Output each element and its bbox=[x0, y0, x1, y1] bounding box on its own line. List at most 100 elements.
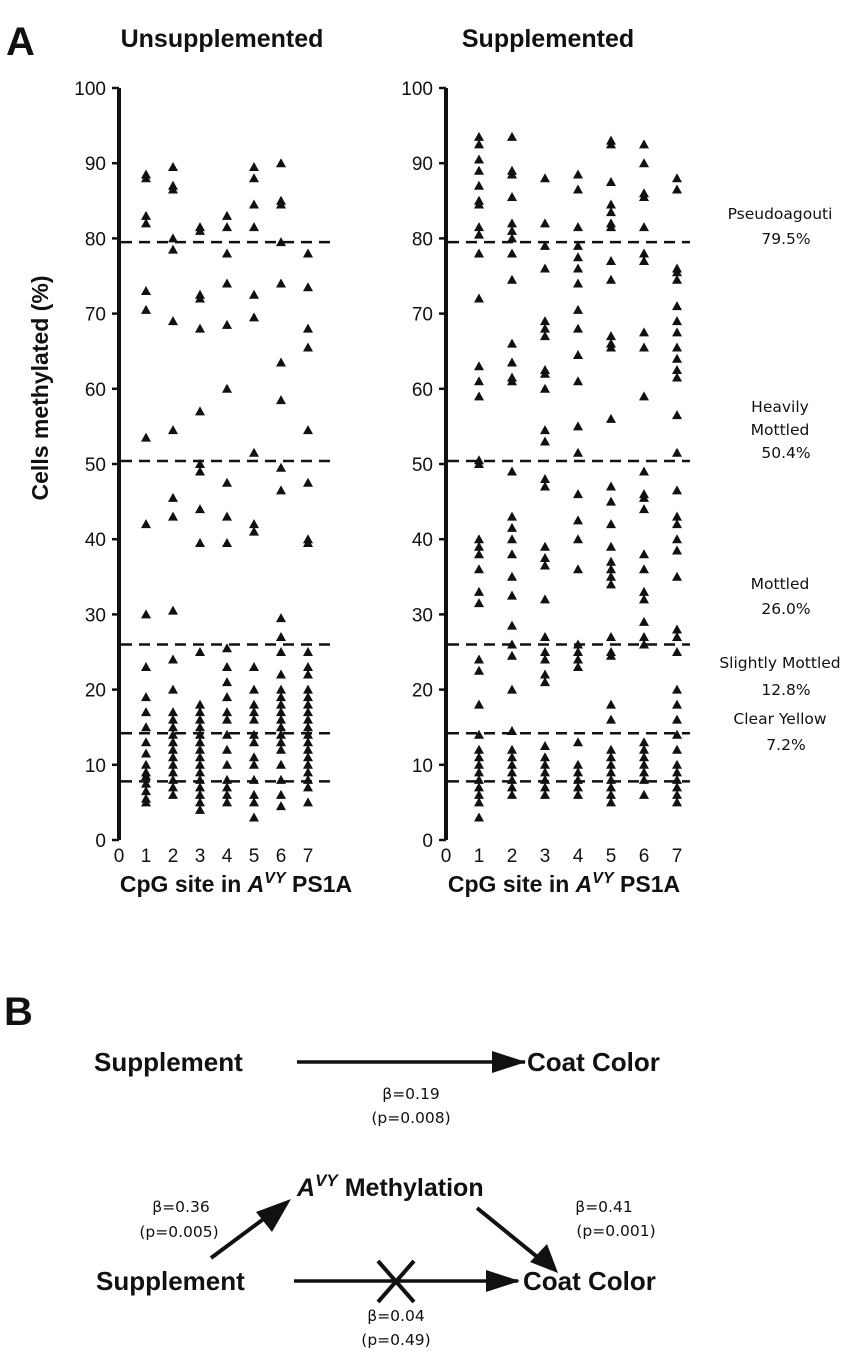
data-point bbox=[573, 654, 583, 664]
data-point bbox=[276, 714, 286, 724]
left-x-tick-label: 4 bbox=[222, 846, 233, 867]
data-point bbox=[507, 571, 517, 581]
data-point bbox=[168, 244, 178, 254]
data-point bbox=[222, 782, 232, 792]
diagram-mediation: AVY Methylation β=0.36 (p=0.005) β=0.41 … bbox=[96, 1171, 656, 1349]
data-point bbox=[573, 304, 583, 314]
data-point bbox=[507, 466, 517, 476]
data-point bbox=[474, 229, 484, 239]
threshold-name: Clear Yellow bbox=[733, 710, 827, 728]
data-point bbox=[672, 511, 682, 521]
data-point bbox=[573, 759, 583, 769]
right-x-tick-label: 6 bbox=[639, 846, 650, 867]
data-point bbox=[303, 797, 313, 807]
data-point bbox=[507, 789, 517, 799]
data-point bbox=[639, 789, 649, 799]
data-point bbox=[507, 767, 517, 777]
data-point bbox=[639, 744, 649, 754]
top-p: (p=0.008) bbox=[371, 1109, 450, 1127]
data-point bbox=[672, 545, 682, 555]
threshold-name: Slightly Mottled bbox=[719, 654, 840, 672]
data-point bbox=[276, 789, 286, 799]
data-point bbox=[606, 342, 616, 352]
left-y-tick-label: 90 bbox=[85, 154, 106, 175]
data-point bbox=[606, 481, 616, 491]
data-point bbox=[222, 797, 232, 807]
data-point bbox=[507, 376, 517, 386]
data-point bbox=[606, 714, 616, 724]
data-point bbox=[249, 199, 259, 209]
data-point bbox=[276, 707, 286, 717]
threshold-lines bbox=[121, 240, 690, 783]
right-y-tick-label: 0 bbox=[422, 831, 433, 852]
data-point bbox=[606, 541, 616, 551]
data-point bbox=[474, 782, 484, 792]
data-point bbox=[195, 537, 205, 547]
data-point bbox=[507, 590, 517, 600]
data-point bbox=[141, 218, 151, 228]
data-point bbox=[303, 477, 313, 487]
data-point bbox=[507, 759, 517, 769]
data-point bbox=[573, 489, 583, 499]
top-arrow-head bbox=[492, 1051, 526, 1073]
data-point bbox=[249, 759, 259, 769]
data-point bbox=[195, 504, 205, 514]
data-point bbox=[672, 267, 682, 277]
data-point bbox=[540, 631, 550, 641]
data-point bbox=[606, 797, 616, 807]
data-point bbox=[303, 647, 313, 656]
data-point bbox=[573, 278, 583, 288]
data-point bbox=[507, 522, 517, 532]
data-point bbox=[249, 289, 259, 299]
data-point bbox=[276, 647, 286, 656]
threshold-value: 26.0% bbox=[761, 600, 810, 618]
data-point bbox=[222, 210, 232, 220]
data-point bbox=[276, 237, 286, 247]
data-point bbox=[168, 707, 178, 717]
data-point bbox=[195, 707, 205, 717]
data-point bbox=[249, 707, 259, 717]
data-point bbox=[507, 744, 517, 754]
data-point bbox=[276, 631, 286, 641]
data-point bbox=[639, 466, 649, 476]
data-point bbox=[474, 797, 484, 807]
data-point bbox=[276, 759, 286, 769]
data-point bbox=[540, 425, 550, 435]
data-point bbox=[168, 722, 178, 732]
path-b-arrow bbox=[475, 1206, 548, 1266]
threshold-name: Mottled bbox=[751, 421, 810, 439]
data-point bbox=[573, 447, 583, 457]
data-point bbox=[672, 410, 682, 420]
data-point bbox=[303, 323, 313, 333]
data-point bbox=[474, 654, 484, 664]
data-point bbox=[195, 222, 205, 232]
data-point bbox=[606, 519, 616, 529]
data-point bbox=[195, 459, 205, 468]
data-point bbox=[195, 744, 205, 754]
data-point bbox=[507, 752, 517, 762]
data-point bbox=[168, 744, 178, 754]
data-point bbox=[303, 669, 313, 679]
data-point bbox=[540, 436, 550, 446]
data-point bbox=[672, 767, 682, 777]
data-point bbox=[168, 782, 178, 792]
data-point bbox=[573, 184, 583, 194]
data-point bbox=[507, 248, 517, 258]
data-point bbox=[639, 616, 649, 626]
data-point bbox=[303, 692, 313, 702]
left-y-tick-label: 70 bbox=[85, 305, 106, 326]
data-point bbox=[168, 714, 178, 724]
data-point bbox=[141, 662, 151, 672]
left-y-tick-label: 50 bbox=[85, 455, 106, 476]
data-point bbox=[141, 169, 151, 179]
data-point bbox=[507, 233, 517, 243]
data-point bbox=[276, 278, 286, 288]
data-point bbox=[276, 357, 286, 367]
right-y-tick-label: 80 bbox=[412, 229, 433, 250]
data-point bbox=[606, 564, 616, 574]
data-point bbox=[606, 650, 616, 660]
data-point bbox=[573, 782, 583, 792]
path-a-beta: β=0.36 bbox=[152, 1198, 209, 1216]
left-x-tick-label: 1 bbox=[141, 846, 152, 867]
data-point bbox=[672, 184, 682, 194]
